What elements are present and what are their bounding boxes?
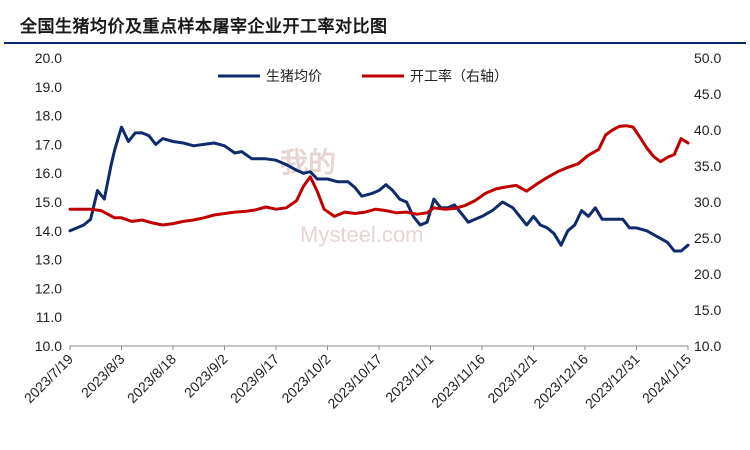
legend: 生猪均价 开工率（右轴）: [218, 68, 508, 85]
y-right-tick-label: 45.0: [694, 86, 721, 102]
y-left-tick-label: 15.0: [35, 194, 62, 210]
x-tick-label: 2023/10/17: [324, 351, 385, 412]
y-left-tick-label: 10.0: [35, 338, 62, 354]
y-left-tick-label: 16.0: [35, 165, 62, 181]
y-left-tick-label: 20.0: [35, 50, 62, 66]
y-left-tick-label: 12.0: [35, 280, 62, 296]
x-tick-label: 2023/7/19: [21, 351, 77, 407]
y-right-tick-label: 10.0: [694, 338, 721, 354]
series-line-operating-rate: [68, 124, 690, 227]
chart-title: 全国生猪均价及重点样本屠宰企业开工率对比图: [20, 17, 388, 37]
x-tick-label: 2023/9/2: [181, 351, 231, 401]
x-tick-label: 2023/8/3: [78, 351, 128, 401]
x-tick-label: 2023/9/17: [227, 351, 283, 407]
y-left-tick-label: 19.0: [35, 79, 62, 95]
x-tick-label: 2023/11/1: [382, 351, 437, 406]
x-tick-label: 2023/8/18: [124, 351, 180, 407]
y-right-tick-label: 50.0: [694, 50, 721, 66]
y-left-tick-label: 17.0: [35, 136, 62, 152]
x-tick-label: 2023/12/31: [582, 351, 643, 412]
y-left-tick-label: 14.0: [35, 223, 62, 239]
series-layer: [68, 124, 690, 253]
series-line-hog-price: [68, 125, 690, 253]
y-right-tick-label: 20.0: [694, 266, 721, 282]
y-left-tick-label: 18.0: [35, 108, 62, 124]
x-tick-label: 2023/11/16: [428, 351, 488, 411]
y-right-tick-label: 40.0: [694, 122, 721, 138]
legend-label: 生猪均价: [266, 69, 322, 85]
chart-title-bar: 全国生猪均价及重点样本屠宰企业开工率对比图: [4, 6, 746, 44]
y-left-tick-label: 11.0: [36, 309, 62, 325]
x-tick-label: 2023/12/16: [530, 351, 591, 412]
watermark: 我的 Mysteel.com: [280, 146, 423, 247]
y-right-tick-label: 35.0: [694, 158, 721, 174]
title-underline: [4, 42, 746, 44]
watermark-brand-text: Mysteel.com: [300, 222, 423, 247]
y-right-tick-label: 15.0: [694, 302, 721, 318]
y-right-tick-label: 30.0: [694, 194, 721, 210]
y-left-tick-label: 13.0: [35, 252, 62, 268]
legend-label: 开工率（右轴）: [410, 68, 508, 85]
y-right-tick-label: 25.0: [694, 230, 721, 246]
x-tick-label: 2024/1/15: [639, 351, 695, 407]
